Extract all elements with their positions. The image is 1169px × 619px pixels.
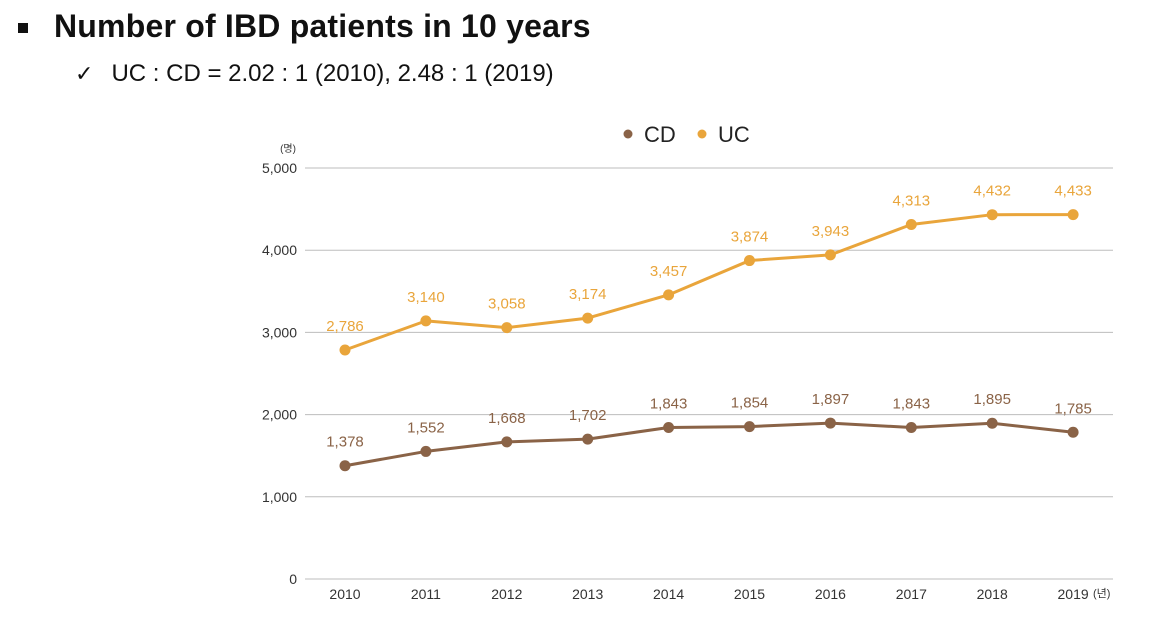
x-tick-label: 2013 [572,586,603,602]
data-label-uc: 4,313 [893,192,931,209]
data-label-uc: 3,943 [812,223,850,240]
data-point-uc [744,255,755,267]
data-point-cd [905,422,917,434]
data-label-cd: 1,785 [1054,400,1092,417]
data-point-cd [824,417,836,429]
data-point-uc [501,322,513,334]
data-point-uc [824,249,836,261]
data-label-uc: 3,058 [488,296,526,313]
legend-marker-uc [697,129,707,139]
subtitle: UC : CD = 2.02 : 1 (2010), 2.48 : 1 (201… [111,60,554,87]
y-tick-label: 2,000 [262,407,297,423]
series-line-cd [344,421,1074,468]
data-point-uc [663,289,675,301]
x-tick-label: 2015 [734,586,765,602]
data-point-cd [420,445,432,457]
data-label-uc: 3,174 [569,286,607,303]
data-point-uc [582,312,594,324]
legend-label-cd: CD [644,122,676,147]
data-label-cd: 1,843 [893,396,931,413]
data-label-cd: 1,854 [731,395,769,412]
data-point-uc [420,315,432,327]
data-point-uc [986,209,998,221]
x-tick-label: 2018 [977,586,1008,602]
x-tick-label: 2014 [653,586,684,602]
data-label-cd: 1,895 [973,391,1011,408]
data-label-cd: 1,378 [326,434,364,451]
data-point-cd [663,422,675,434]
checkmark-icon: ✓ [75,61,94,86]
data-point-cd [339,460,351,472]
title-row: Number of IBD patients in 10 years [18,8,591,45]
legend-marker-cd [623,129,633,139]
data-point-cd [501,436,513,448]
data-label-uc: 2,786 [326,318,364,335]
data-label-cd: 1,897 [812,391,850,408]
square-bullet-icon [18,22,28,33]
legend-label-uc: UC [718,122,750,147]
y-tick-label: 1,000 [262,489,297,505]
data-label-uc: 4,433 [1054,183,1092,200]
data-label-cd: 1,702 [569,407,607,424]
y-tick-label: 5,000 [262,160,297,176]
data-point-uc [905,218,917,230]
x-tick-label: 2016 [815,586,846,602]
x-tick-label: 2019 [1058,586,1089,602]
data-label-uc: 3,874 [731,229,769,246]
data-point-cd [744,421,755,433]
x-tick-label: 2012 [491,586,522,602]
x-tick-label: 2010 [329,586,360,602]
data-label-uc: 3,140 [407,289,445,306]
series-line-uc [344,213,1074,352]
data-label-cd: 1,668 [488,410,526,427]
x-tick-label: 2017 [896,586,927,602]
x-tick-label: 2011 [411,586,441,602]
data-point-uc [339,344,351,356]
data-point-cd [986,417,998,429]
data-point-cd [1067,426,1079,438]
data-label-cd: 1,552 [407,419,445,436]
slide-title: Number of IBD patients in 10 years [54,8,591,44]
y-tick-label: 0 [289,571,297,587]
y-unit-label: (명) [280,143,296,155]
y-tick-label: 3,000 [262,324,297,340]
subtitle-row: ✓ UC : CD = 2.02 : 1 (2010), 2.48 : 1 (2… [75,60,554,88]
y-tick-label: 4,000 [262,242,297,258]
x-unit-label: (년) [1093,587,1110,600]
data-point-uc [1067,209,1079,221]
data-label-uc: 3,457 [650,263,688,280]
data-label-uc: 4,432 [973,183,1011,200]
data-label-cd: 1,843 [650,396,688,413]
data-point-cd [582,433,594,445]
